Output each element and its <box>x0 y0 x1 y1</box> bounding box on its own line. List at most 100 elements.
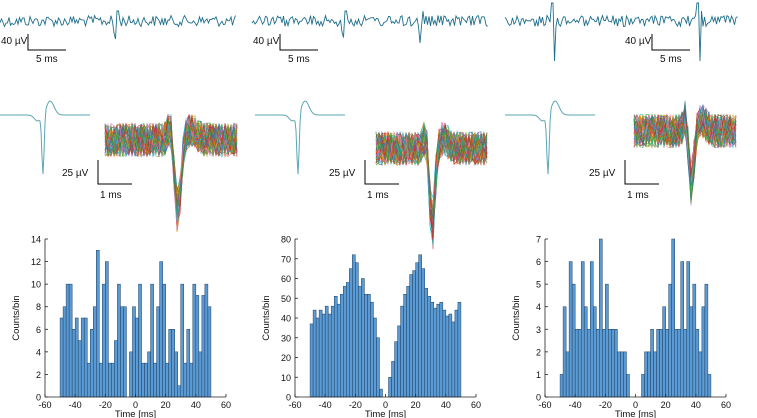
histogram-bar <box>580 261 585 398</box>
histogram-bar <box>412 270 416 398</box>
histogram-bar <box>150 283 154 398</box>
x-tick-label: 60 <box>221 400 231 410</box>
trace-scale-bar <box>651 34 690 51</box>
y-tick-label: 2 <box>536 347 541 357</box>
trace-scale-voltage-label: 40 µV <box>1 36 28 47</box>
histogram-bar <box>336 303 341 398</box>
histogram-bar <box>159 261 163 398</box>
histogram-bar <box>204 283 209 398</box>
x-tick-label: 0 <box>633 400 638 410</box>
x-tick-label: 20 <box>411 400 421 410</box>
histogram-bar <box>355 262 359 398</box>
waveform-trace <box>104 115 238 207</box>
x-tick-label: 20 <box>661 400 671 410</box>
histogram-bar <box>653 351 657 398</box>
histogram-bar <box>454 309 459 398</box>
y-tick-label: 10 <box>281 373 291 383</box>
histogram-bar <box>433 307 438 398</box>
histogram-bar <box>656 329 660 398</box>
waveform-trace <box>104 122 238 208</box>
histogram-bar <box>403 294 407 398</box>
x-axis-label: Time [ms] <box>365 409 406 418</box>
histogram-bar <box>120 306 124 398</box>
histogram-bar <box>451 321 456 398</box>
histogram-bar <box>427 296 432 398</box>
histogram-bar <box>668 283 672 398</box>
y-tick-label: 80 <box>281 235 291 245</box>
histogram-bar <box>117 283 121 398</box>
histogram-bar <box>68 283 73 398</box>
histogram-bar <box>568 261 573 398</box>
y-tick-label: 0 <box>286 393 291 403</box>
histogram-bar <box>162 283 166 398</box>
waveform-scale-bar <box>97 160 132 185</box>
waveform-trace <box>633 107 737 184</box>
histogram-bar <box>327 313 332 398</box>
x-tick-label: 40 <box>191 400 201 410</box>
histogram-bar <box>602 329 606 398</box>
panel-column-3: 40 µV 5 ms 25 µV 1 ms 0 1 2 3 4 5 6 7 -60 -40 -20 0 20 40… <box>504 2 738 418</box>
histogram-bar <box>132 306 136 398</box>
histogram-bar <box>153 362 157 398</box>
y-tick-label: 5 <box>536 280 541 290</box>
histogram-1: 0 2 4 6 8 10 12 14 -60 -40 -20 0 20 40 60 Time [ms] Coun… <box>11 235 231 418</box>
raw-trace-3 <box>504 2 738 62</box>
histogram-bar <box>665 329 669 398</box>
histogram-bar <box>562 306 567 398</box>
trace-scale-voltage-label: 40 µV <box>253 36 280 47</box>
histogram-bar <box>324 305 329 398</box>
average-waveform-2 <box>255 100 345 175</box>
y-tick-label: 40 <box>281 314 291 324</box>
histogram-bar <box>343 286 347 398</box>
histogram-bar <box>74 317 79 398</box>
histogram-bar <box>698 351 703 398</box>
histogram-bar <box>321 313 326 398</box>
histogram-bar <box>192 283 197 398</box>
trace-scale-voltage-label: 40 µV <box>625 36 652 47</box>
histogram-bar <box>707 374 712 398</box>
histogram-bar <box>394 341 398 398</box>
histogram-bar <box>379 388 383 398</box>
histogram-bar <box>114 340 118 398</box>
histogram-bar <box>436 303 441 398</box>
trace-scale-time-label: 5 ms <box>660 54 682 65</box>
histogram-bar <box>99 362 103 398</box>
histogram-bar <box>183 362 188 398</box>
histogram-bar <box>90 329 94 398</box>
histogram-bar <box>701 306 706 398</box>
panel-column-1: 40 µV 5 ms 25 µV 1 ms 0 2 4 6 8 10 12 14 -60 -40 -20 0 2… <box>0 10 238 418</box>
waveform-scale-voltage-label: 25 µV <box>62 168 89 179</box>
histogram-bar <box>400 305 404 398</box>
histogram-bar <box>186 329 191 398</box>
histogram-bar <box>364 294 368 398</box>
x-tick-label: -20 <box>99 400 112 410</box>
histogram-bar <box>65 283 70 398</box>
histogram-bar <box>111 362 115 398</box>
y-axis-label: Counts/bin <box>511 295 522 340</box>
histogram-bar <box>195 295 200 398</box>
histogram-bar <box>695 329 700 398</box>
x-tick-label: -60 <box>538 400 551 410</box>
histogram-bar <box>448 313 453 398</box>
histogram-bar <box>424 288 428 398</box>
histogram-bar <box>198 351 203 398</box>
histogram-bar <box>674 329 678 398</box>
histogram-bar <box>346 282 350 398</box>
average-waveform-3 <box>505 100 595 175</box>
waveform-trace <box>633 112 737 182</box>
histogram-bar <box>620 351 624 398</box>
y-tick-label: 14 <box>31 235 41 245</box>
x-tick-label: 60 <box>471 400 481 410</box>
histogram-bar <box>59 317 64 398</box>
y-tick-label: 70 <box>281 254 291 264</box>
histogram-bar <box>71 329 76 398</box>
x-tick-label: -40 <box>69 400 82 410</box>
histogram-bar <box>641 374 645 398</box>
histogram-bar <box>397 325 401 398</box>
histogram-bar <box>599 238 603 398</box>
trace-scale-bar <box>27 34 66 51</box>
histogram-bar <box>315 317 320 398</box>
histogram-bar <box>180 283 185 398</box>
histogram-bar <box>96 250 100 398</box>
y-tick-label: 6 <box>36 325 41 335</box>
